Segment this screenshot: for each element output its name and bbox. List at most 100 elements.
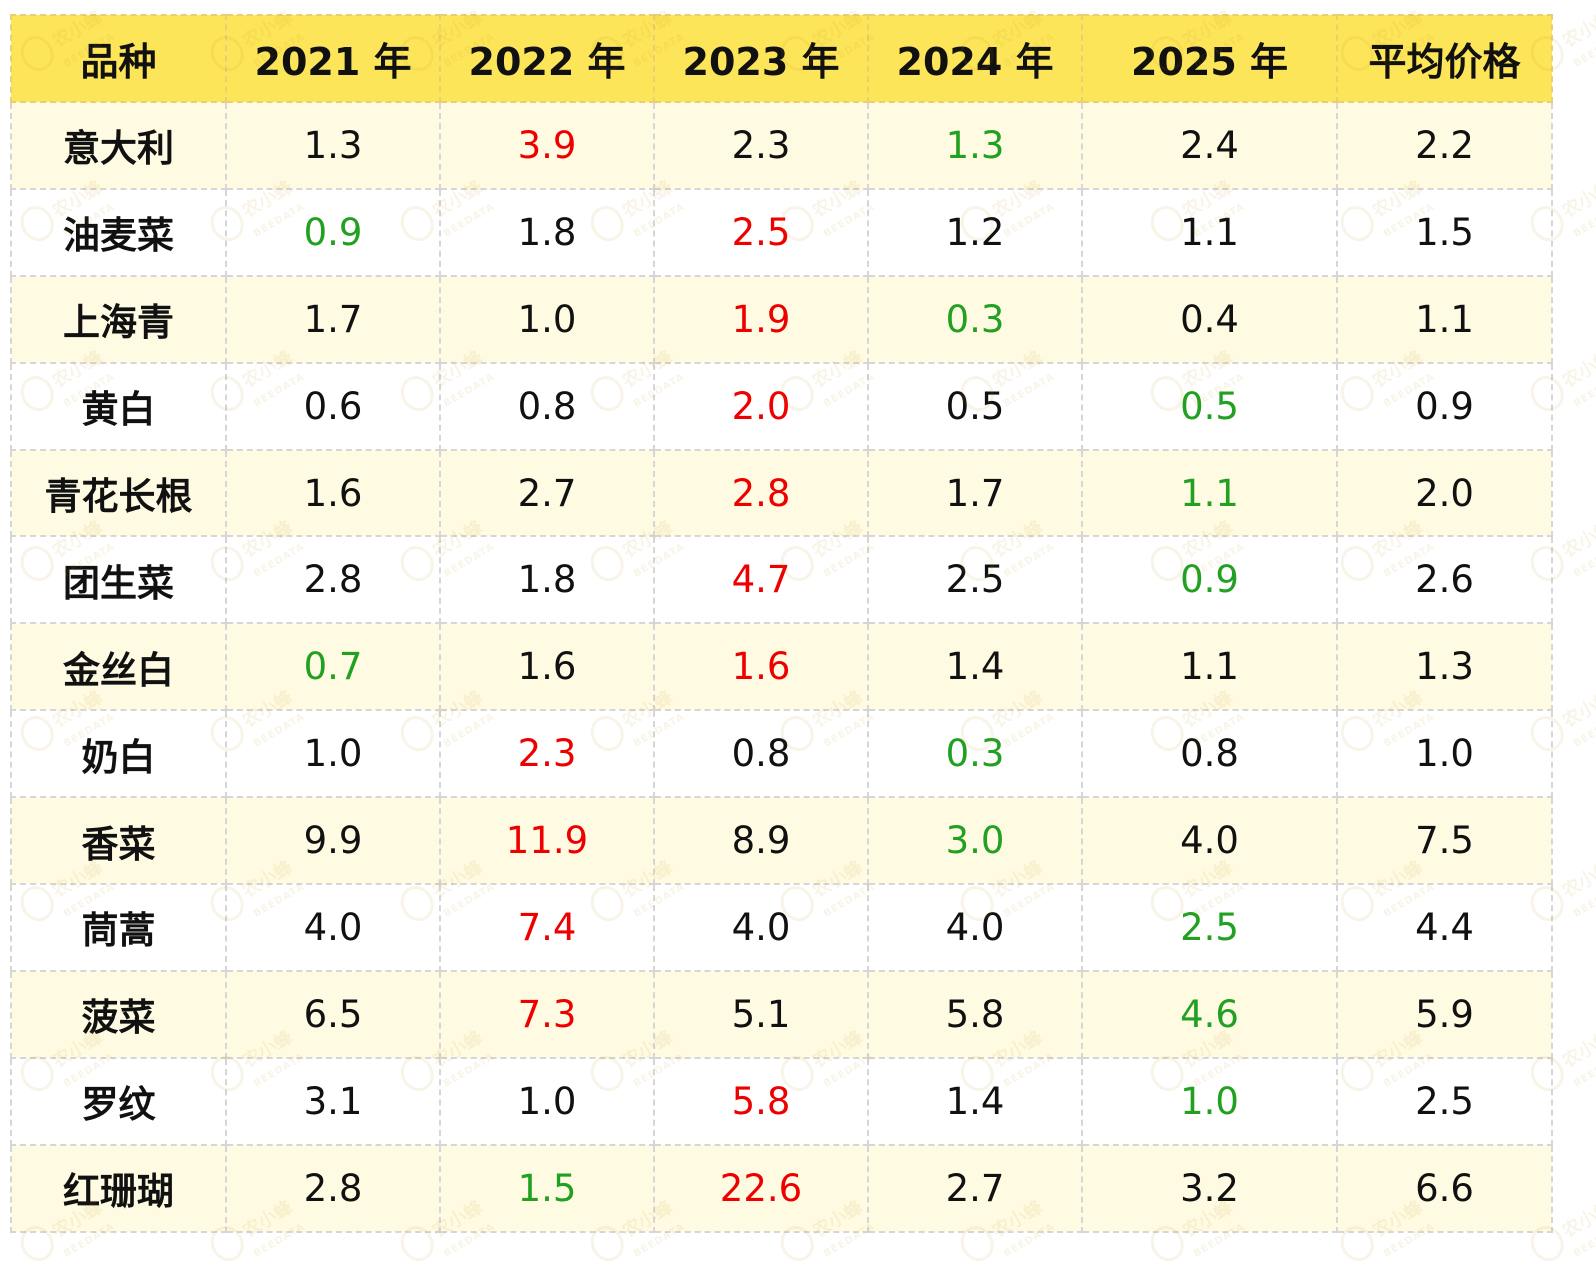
value-cell-2022: 7.3 <box>439 969 655 1059</box>
watermark-text: 农小蜂 <box>1559 517 1596 563</box>
variety-cell: 香菜 <box>10 796 227 886</box>
watermark-text: 农小蜂 <box>1559 347 1596 393</box>
value-cell-2024: 4.0 <box>867 883 1083 972</box>
value-cell-2021: 0.7 <box>225 622 441 712</box>
variety-cell: 奶白 <box>10 709 227 799</box>
value-cell-2024: 2.7 <box>867 1143 1083 1233</box>
value-cell-2024: 1.4 <box>867 622 1083 712</box>
value-cell-2022: 1.6 <box>439 622 655 712</box>
table-row: 黄白 0.6 0.8 2.0 0.5 0.5 0.9 <box>10 361 1553 451</box>
value-cell-2025: 3.2 <box>1081 1143 1338 1233</box>
value-cell-2021: 2.8 <box>225 1143 441 1233</box>
value-cell-2023: 0.8 <box>653 709 869 799</box>
variety-cell: 黄白 <box>10 361 227 451</box>
variety-cell: 油麦菜 <box>10 187 227 277</box>
value-cell-2023: 4.0 <box>653 883 869 972</box>
variety-cell: 红珊瑚 <box>10 1143 227 1233</box>
value-cell-2021: 3.1 <box>225 1056 441 1146</box>
header-2021: 2021 年 <box>225 14 441 103</box>
value-cell-average: 4.4 <box>1336 883 1553 972</box>
value-cell-2024: 1.7 <box>867 448 1083 538</box>
value-cell-2022: 1.5 <box>439 1143 655 1233</box>
value-cell-2025: 1.1 <box>1081 187 1338 277</box>
value-cell-2021: 1.0 <box>225 709 441 799</box>
value-cell-2025: 2.4 <box>1081 101 1338 190</box>
table-row: 油麦菜 0.9 1.8 2.5 1.2 1.1 1.5 <box>10 187 1553 277</box>
watermark-subtext: BEEDATA <box>1571 711 1596 750</box>
watermark-subtext: BEEDATA <box>1571 371 1596 410</box>
watermark-subtext: BEEDATA <box>1571 201 1596 240</box>
watermark-subtext: BEEDATA <box>1571 1221 1596 1260</box>
value-cell-2024: 2.5 <box>867 535 1083 625</box>
table-row: 茼蒿 4.0 7.4 4.0 4.0 2.5 4.4 <box>10 883 1553 972</box>
value-cell-average: 2.5 <box>1336 1056 1553 1146</box>
value-cell-2023: 22.6 <box>653 1143 869 1233</box>
header-2024: 2024 年 <box>867 14 1083 103</box>
value-cell-2023: 5.1 <box>653 969 869 1059</box>
header-average: 平均价格 <box>1336 14 1553 103</box>
value-cell-2022: 11.9 <box>439 796 655 886</box>
value-cell-2022: 0.8 <box>439 361 655 451</box>
table-row: 菠菜 6.5 7.3 5.1 5.8 4.6 5.9 <box>10 969 1553 1059</box>
value-cell-2023: 2.3 <box>653 101 869 190</box>
watermark-text: 农小蜂 <box>1559 687 1596 733</box>
header-variety: 品种 <box>10 14 227 103</box>
variety-cell: 罗纹 <box>10 1056 227 1146</box>
value-cell-2023: 2.8 <box>653 448 869 538</box>
value-cell-2022: 3.9 <box>439 101 655 190</box>
value-cell-2025: 1.1 <box>1081 448 1338 538</box>
value-cell-average: 1.3 <box>1336 622 1553 712</box>
value-cell-average: 2.2 <box>1336 101 1553 190</box>
value-cell-2024: 3.0 <box>867 796 1083 886</box>
table-row: 罗纹 3.1 1.0 5.8 1.4 1.0 2.5 <box>10 1056 1553 1146</box>
value-cell-2025: 0.5 <box>1081 361 1338 451</box>
value-cell-2022: 7.4 <box>439 883 655 972</box>
value-cell-2022: 1.0 <box>439 1056 655 1146</box>
value-cell-2024: 0.3 <box>867 274 1083 364</box>
header-row: 品种 2021 年 2022 年 2023 年 2024 年 2025 年 平均… <box>10 14 1553 103</box>
value-cell-2025: 0.9 <box>1081 535 1338 625</box>
value-cell-2025: 0.4 <box>1081 274 1338 364</box>
value-cell-2023: 5.8 <box>653 1056 869 1146</box>
variety-cell: 团生菜 <box>10 535 227 625</box>
value-cell-2025: 4.6 <box>1081 969 1338 1059</box>
value-cell-2021: 0.9 <box>225 187 441 277</box>
value-cell-2023: 2.0 <box>653 361 869 451</box>
watermark-text: 农小蜂 <box>1559 1027 1596 1073</box>
variety-cell: 菠菜 <box>10 969 227 1059</box>
value-cell-2021: 0.6 <box>225 361 441 451</box>
variety-cell: 青花长根 <box>10 448 227 538</box>
value-cell-2024: 1.2 <box>867 187 1083 277</box>
variety-cell: 上海青 <box>10 274 227 364</box>
value-cell-2024: 5.8 <box>867 969 1083 1059</box>
value-cell-2021: 9.9 <box>225 796 441 886</box>
value-cell-2023: 2.5 <box>653 187 869 277</box>
value-cell-average: 6.6 <box>1336 1143 1553 1233</box>
value-cell-average: 2.6 <box>1336 535 1553 625</box>
variety-cell: 金丝白 <box>10 622 227 712</box>
table-row: 香菜 9.9 11.9 8.9 3.0 4.0 7.5 <box>10 796 1553 886</box>
value-cell-2021: 1.6 <box>225 448 441 538</box>
table-row: 上海青 1.7 1.0 1.9 0.3 0.4 1.1 <box>10 274 1553 364</box>
value-cell-average: 1.5 <box>1336 187 1553 277</box>
value-cell-2023: 8.9 <box>653 796 869 886</box>
variety-cell: 意大利 <box>10 101 227 190</box>
table-row: 红珊瑚 2.8 1.5 22.6 2.7 3.2 6.6 <box>10 1143 1553 1233</box>
value-cell-2021: 4.0 <box>225 883 441 972</box>
variety-cell: 茼蒿 <box>10 883 227 972</box>
value-cell-2023: 1.9 <box>653 274 869 364</box>
value-cell-2023: 4.7 <box>653 535 869 625</box>
table-row: 金丝白 0.7 1.6 1.6 1.4 1.1 1.3 <box>10 622 1553 712</box>
header-2022: 2022 年 <box>439 14 655 103</box>
value-cell-average: 1.0 <box>1336 709 1553 799</box>
table-row: 团生菜 2.8 1.8 4.7 2.5 0.9 2.6 <box>10 535 1553 625</box>
watermark-subtext: BEEDATA <box>1571 541 1596 580</box>
watermark-text: 农小蜂 <box>1559 177 1596 223</box>
value-cell-average: 1.1 <box>1336 274 1553 364</box>
value-cell-2023: 1.6 <box>653 622 869 712</box>
value-cell-2025: 1.0 <box>1081 1056 1338 1146</box>
table-row: 奶白 1.0 2.3 0.8 0.3 0.8 1.0 <box>10 709 1553 799</box>
watermark-subtext: BEEDATA <box>1571 31 1596 70</box>
value-cell-2024: 0.3 <box>867 709 1083 799</box>
table-body: 意大利 1.3 3.9 2.3 1.3 2.4 2.2 油麦菜 0.9 1.8 2.5 1.2 1.1 1… <box>10 101 1553 1233</box>
